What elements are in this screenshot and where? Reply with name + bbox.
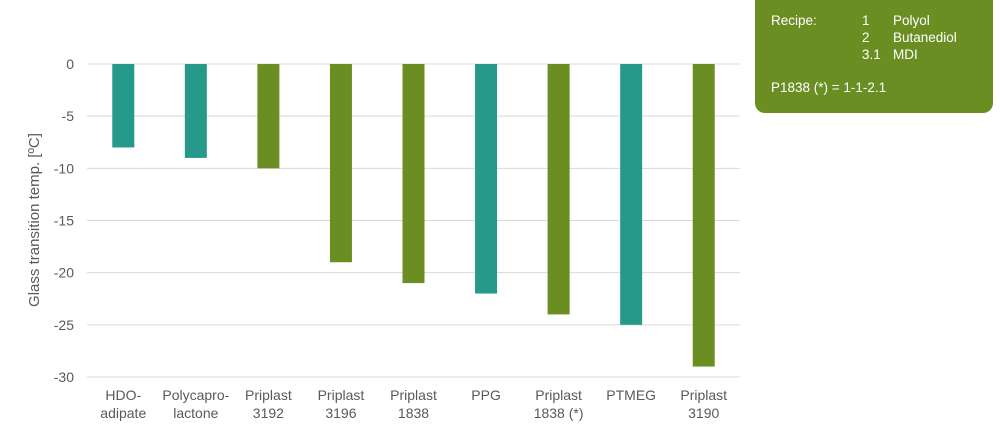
- bar: [402, 64, 425, 284]
- bars: [112, 64, 715, 367]
- x-tick-label: PTMEG: [606, 387, 656, 403]
- x-tick-label-line: PTMEG: [606, 387, 656, 403]
- y-tick-label: -30: [54, 369, 74, 385]
- recipe-item: Polyol: [893, 13, 930, 28]
- x-tick-label: Priplast 3196: [318, 387, 365, 421]
- y-tick-label: -15: [54, 213, 74, 229]
- recipe-row: Recipe: 1 Polyol: [771, 12, 993, 29]
- y-axis-label: Glass transition temp. [ºC]: [26, 133, 43, 307]
- x-tick-label-line: HDO-: [105, 387, 141, 403]
- recipe-row: 3.1 MDI: [771, 46, 993, 63]
- x-tick-label: HDO-adipate: [100, 387, 146, 421]
- x-tick-label-line: Priplast: [245, 387, 292, 403]
- bar: [112, 64, 135, 148]
- x-tick-label-line: lactone: [173, 405, 218, 421]
- x-tick-label-line: Priplast: [535, 387, 582, 403]
- bar: [547, 64, 570, 315]
- recipe-row: 2 Butanediol: [771, 29, 993, 46]
- y-tick-label: 0: [66, 56, 74, 72]
- bar: [184, 64, 207, 158]
- x-tick-label-line: PPG: [471, 387, 501, 403]
- recipe-qty: 1: [862, 13, 870, 28]
- bar: [620, 64, 643, 325]
- recipe-item: Butanediol: [893, 30, 957, 45]
- x-tick-label: PPG: [471, 387, 501, 403]
- x-tick-label-line: adipate: [100, 405, 146, 421]
- y-tick-label: -25: [54, 317, 74, 333]
- x-tick-label-line: Priplast: [390, 387, 437, 403]
- x-tick-label-line: Polycapro-: [162, 387, 229, 403]
- x-tick-label: Priplast 1838: [390, 387, 437, 421]
- x-tick-label-line: Priplast: [680, 387, 727, 403]
- recipe-formula: P1838 (*) = 1-1-2.1: [771, 80, 887, 95]
- y-tick-label: -10: [54, 160, 74, 176]
- x-tick-label: Priplast 1838 (*): [534, 387, 584, 421]
- bar: [692, 64, 715, 367]
- bar: [329, 64, 352, 263]
- y-axis-ticks: 0 -5 -10 -15 -20 -25 -30: [54, 56, 74, 385]
- x-tick-label-line: 1838: [398, 405, 429, 421]
- x-tick-label-line: 1838 (*): [534, 405, 584, 421]
- y-tick-label: -5: [62, 108, 75, 124]
- x-tick-label-line: 3192: [253, 405, 284, 421]
- recipe-qty: 2: [862, 30, 870, 45]
- x-tick-label-line: Priplast: [318, 387, 365, 403]
- bar: [257, 64, 280, 169]
- x-tick-label: Priplast 3192: [245, 387, 292, 421]
- x-tick-label-line: 3196: [325, 405, 356, 421]
- y-tick-label: -20: [54, 265, 74, 281]
- recipe-heading: Recipe:: [771, 13, 817, 28]
- recipe-qty: 3.1: [862, 47, 881, 62]
- recipe-item: MDI: [893, 47, 918, 62]
- x-tick-label: Priplast 3190: [680, 387, 727, 421]
- x-tick-label: Polycapro-lactone: [162, 387, 229, 421]
- bar: [475, 64, 498, 294]
- x-tick-label-line: 3190: [688, 405, 719, 421]
- recipe-box: Recipe: 1 Polyol 2 Butanediol 3.1 MDI P1…: [755, 0, 993, 113]
- x-axis-ticks: HDO-adipate Polycapro-lactone Priplast 3192…: [100, 387, 727, 421]
